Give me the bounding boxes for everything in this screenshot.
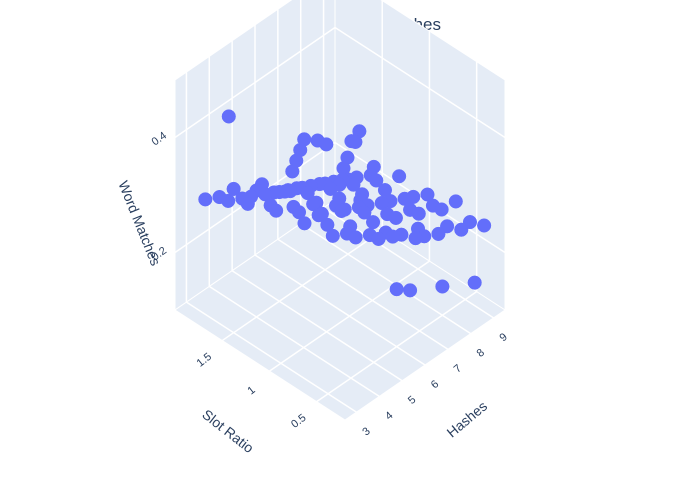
z-grid-left-wall: [174, 26, 336, 139]
data-point: [325, 228, 340, 243]
data-point: [366, 215, 381, 230]
data-point: [392, 169, 407, 184]
y-grid-floor: [269, 260, 430, 372]
data-point: [371, 231, 386, 246]
y-grid-floor: [221, 229, 383, 342]
data-point: [221, 193, 236, 208]
x-tick-label: 4: [383, 410, 395, 423]
data-point: [226, 181, 241, 196]
data-point: [311, 208, 326, 223]
z-axis-title: Word Matches: [115, 178, 164, 267]
data-point: [434, 202, 449, 217]
y-tick-label: 0.5: [289, 412, 308, 431]
data-point: [357, 205, 372, 220]
data-point: [389, 282, 404, 297]
data-point: [323, 181, 338, 196]
data-point: [221, 109, 236, 124]
data-point: [431, 226, 446, 241]
x-tick-label: 3: [360, 425, 372, 438]
data-point: [346, 177, 361, 192]
data-point: [240, 196, 255, 211]
z-grid-right-wall: [334, 26, 506, 139]
data-point: [408, 231, 423, 246]
data-point: [477, 218, 492, 233]
y-grid-floor: [316, 291, 478, 403]
data-point: [411, 206, 426, 221]
data-point: [403, 283, 418, 298]
scene-points: [198, 109, 492, 298]
x-tick-label: 8: [475, 347, 487, 360]
data-point: [369, 173, 384, 188]
y-axis-title: Slot Ratio: [199, 406, 257, 456]
data-point: [467, 275, 482, 290]
x-tick-label: 7: [452, 362, 464, 375]
data-point: [319, 137, 334, 152]
data-point: [297, 216, 312, 231]
data-point: [454, 222, 469, 237]
data-point: [348, 230, 363, 245]
x-tick-label: 9: [497, 331, 509, 344]
data-point: [388, 210, 403, 225]
data-point: [435, 279, 450, 294]
data-point: [348, 134, 363, 150]
x-tick-label: 5: [406, 394, 418, 407]
data-point: [269, 203, 284, 218]
data-point: [448, 194, 463, 209]
data-point: [334, 203, 349, 219]
z-tick-label: 0.4: [150, 130, 169, 149]
scene-grid: [174, 0, 506, 413]
y-tick-label: 1: [245, 384, 257, 397]
data-point: [385, 229, 400, 244]
x-axis-title: Hashes: [443, 398, 490, 441]
y-tick-label: 1.5: [195, 351, 214, 370]
x-tick-label: 6: [429, 378, 441, 391]
data-point: [198, 192, 213, 207]
data-point: [285, 164, 300, 179]
